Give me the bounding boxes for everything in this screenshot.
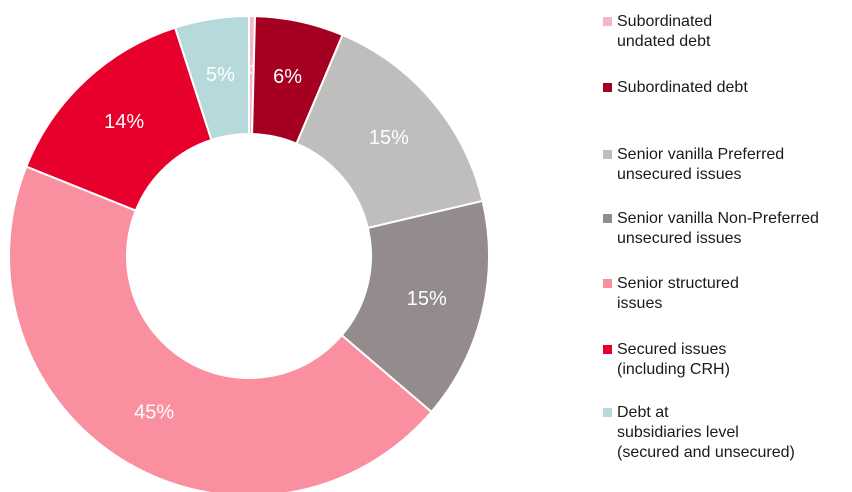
legend-label-5: Secured issues (including CRH) xyxy=(617,341,730,378)
legend-swatch-3 xyxy=(603,214,612,223)
legend-label-0: Subordinated undated debt xyxy=(617,13,713,50)
donut-slice-5 xyxy=(24,26,213,212)
slice-data-label-5: 14% xyxy=(104,111,144,133)
legend-swatch-4 xyxy=(603,279,612,288)
legend-swatch-2 xyxy=(603,150,612,159)
legend-label-4: Senior structured issues xyxy=(617,275,739,312)
legend-label-2: Senior vanilla Preferred unsecured issue… xyxy=(617,146,785,183)
legend-label-6: Debt at subsidiaries level (secured and … xyxy=(617,404,795,461)
donut-slice-4 xyxy=(8,165,433,492)
donut-slice-6 xyxy=(173,14,250,142)
donut-slice-3 xyxy=(340,199,490,414)
slice-data-label-6: 5% xyxy=(206,64,235,86)
legend-swatch-1 xyxy=(603,83,612,92)
legend-swatch-6 xyxy=(603,408,612,417)
slice-data-label-1: 6% xyxy=(273,66,302,88)
legend-label-1: Subordinated debt xyxy=(617,79,748,96)
donut-slice-2 xyxy=(295,33,484,230)
slice-data-label-3: 15% xyxy=(407,288,447,310)
donut-chart-plot: 0% 6%15%15%45%14%5% xyxy=(8,14,490,492)
chart-legend: Subordinated undated debt Subordinated de… xyxy=(600,0,852,492)
legend-swatch-5 xyxy=(603,345,612,354)
slice-data-label-4: 45% xyxy=(134,402,174,424)
legend-label-3: Senior vanilla Non-Preferred unsecured i… xyxy=(617,210,819,247)
legend-swatch-0 xyxy=(603,17,612,26)
slice-data-label-2: 15% xyxy=(369,127,409,149)
